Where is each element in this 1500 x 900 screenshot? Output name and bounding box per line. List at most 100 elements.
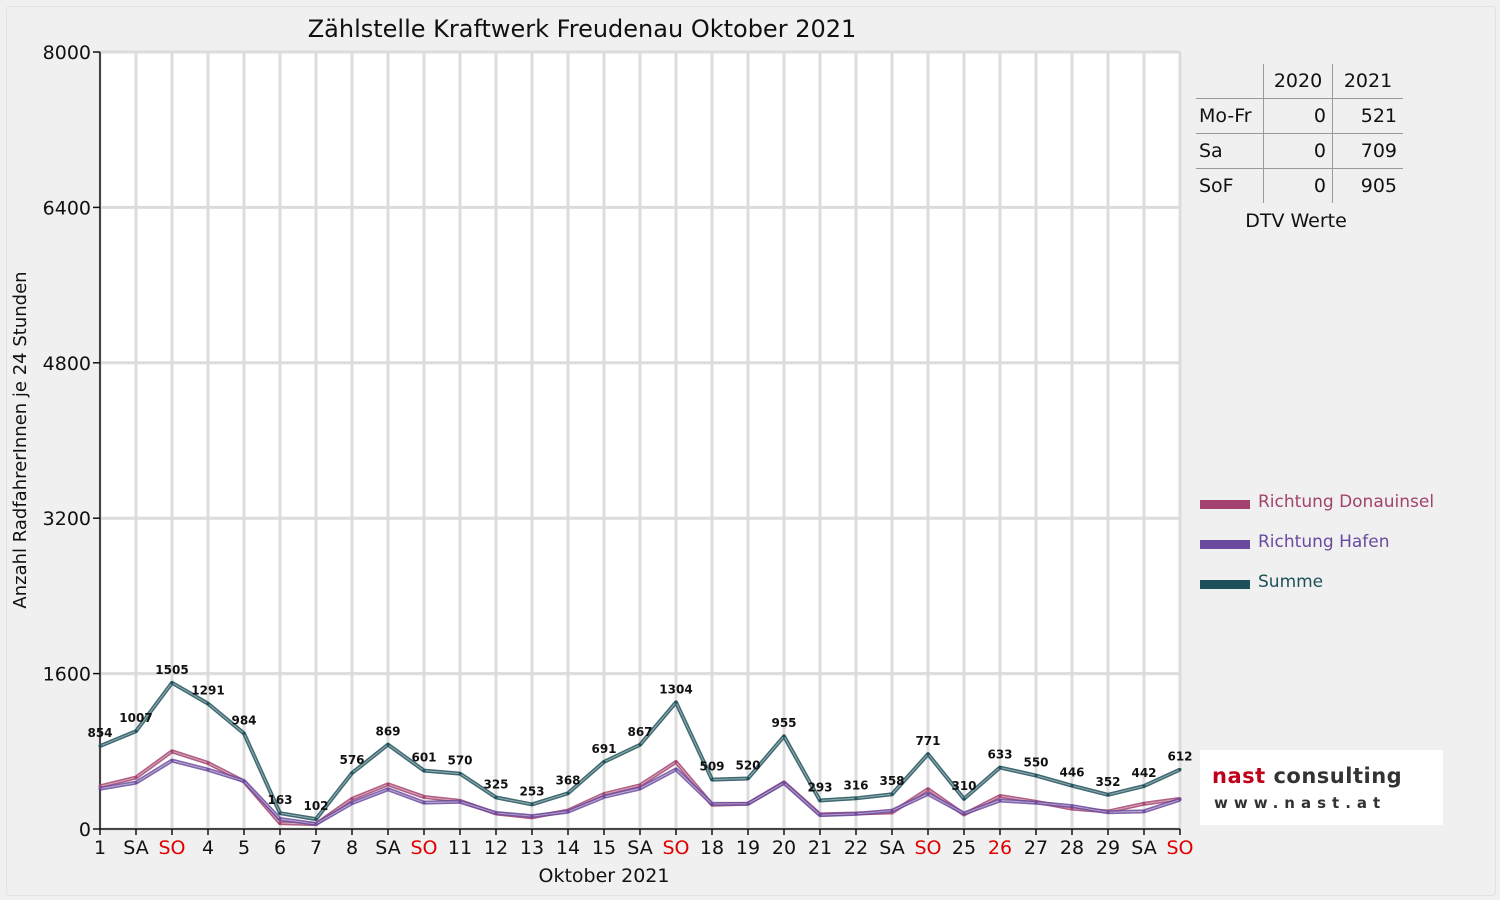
x-tick-label: SA — [123, 837, 148, 859]
series-point — [1178, 798, 1182, 802]
data-label: 601 — [411, 751, 436, 765]
series-point — [494, 795, 498, 799]
series-point — [530, 802, 534, 806]
series-point — [674, 700, 678, 704]
x-tick-label: SO — [1166, 837, 1193, 859]
x-tick-label: 22 — [844, 837, 868, 859]
dtv-value-2020: 0 — [1263, 133, 1333, 169]
series-point — [638, 786, 642, 790]
x-axis-title: Oktober 2021 — [539, 865, 670, 887]
dtv-header-2021: 2021 — [1332, 64, 1403, 99]
x-tick-label: 13 — [520, 837, 544, 859]
legend-item-hafen: Richtung Hafen — [1200, 532, 1434, 572]
data-label: 691 — [591, 742, 616, 756]
y-tick-label: 0 — [79, 819, 91, 841]
series-point — [1142, 802, 1146, 806]
series-point — [1106, 810, 1110, 814]
series-point — [278, 821, 282, 825]
series-point — [1034, 801, 1038, 805]
series-point — [206, 761, 210, 765]
x-tick-label: SA — [1131, 837, 1156, 859]
data-label: 520 — [735, 758, 760, 772]
series-point — [1106, 793, 1110, 797]
x-tick-label: 29 — [1096, 837, 1120, 859]
x-tick-label: 19 — [736, 837, 760, 859]
series-point — [998, 799, 1002, 803]
series-point — [314, 822, 318, 826]
legend-swatch — [1200, 540, 1250, 549]
series-point — [746, 802, 750, 806]
series-point — [998, 794, 1002, 798]
dtv-table: 2020 2021 Mo-Fr 0 521 Sa 0 709 SoF 0 905 — [1196, 64, 1403, 203]
nast-consulting-logo: nast consulting www.nast.at — [1200, 750, 1443, 825]
data-label: 1505 — [155, 663, 188, 677]
legend-label: Richtung Donauinsel — [1258, 492, 1435, 512]
x-tick-label: 12 — [484, 837, 508, 859]
dtv-caption: DTV Werte — [1245, 210, 1347, 232]
y-tick-label: 4800 — [43, 353, 91, 375]
dtv-header-blank — [1196, 64, 1264, 99]
series-point — [422, 769, 426, 773]
x-tick-label: SA — [627, 837, 652, 859]
series-point — [386, 787, 390, 791]
legend-item-summe: Summe — [1200, 572, 1434, 612]
series-point — [1070, 804, 1074, 808]
series-point — [818, 799, 822, 803]
x-tick-label: SO — [158, 837, 185, 859]
legend-item-donauinsel: Richtung Donauinsel — [1200, 492, 1434, 532]
series-point — [350, 797, 354, 801]
legend-swatch — [1200, 500, 1250, 509]
y-tick-label: 8000 — [43, 42, 91, 64]
logo-brand: nast — [1212, 764, 1266, 788]
dtv-row-label: Mo-Fr — [1196, 98, 1264, 134]
series-point — [134, 729, 138, 733]
data-label: 253 — [519, 784, 544, 798]
series-point — [782, 734, 786, 738]
data-label: 163 — [267, 793, 292, 807]
series-point — [674, 767, 678, 771]
x-tick-label: 15 — [592, 837, 616, 859]
data-label: 352 — [1095, 775, 1120, 789]
series-point — [854, 796, 858, 800]
series-point — [746, 776, 750, 780]
x-tick-label: SA — [879, 837, 904, 859]
data-label: 102 — [303, 799, 328, 813]
series-point — [134, 781, 138, 785]
dtv-row-label: Sa — [1196, 133, 1264, 169]
x-tick-label: 27 — [1024, 837, 1048, 859]
series-point — [962, 797, 966, 801]
x-tick-label: 28 — [1060, 837, 1084, 859]
dtv-row: Mo-Fr 0 521 — [1196, 98, 1403, 134]
x-tick-label: 25 — [952, 837, 976, 859]
plot-area: 0 1600 3200 4800 6400 8000 1 SA SO 4 5 6 7 8 SA SO 11 12 1… — [43, 42, 1194, 859]
x-tick-label: 18 — [700, 837, 724, 859]
legend-swatch — [1200, 580, 1250, 589]
series-point — [1142, 784, 1146, 788]
series-point — [638, 743, 642, 747]
dtv-value-2020: 0 — [1263, 98, 1333, 134]
dtv-row: Sa 0 709 — [1196, 133, 1403, 169]
y-tick-label: 6400 — [43, 197, 91, 219]
series-point — [710, 802, 714, 806]
x-tick-label: SA — [375, 837, 400, 859]
series-point — [890, 809, 894, 813]
x-tick-label: SO — [914, 837, 941, 859]
x-tick-label: 8 — [346, 837, 358, 859]
series-point — [926, 787, 930, 791]
series-point — [278, 817, 282, 821]
dtv-row-label: SoF — [1199, 175, 1234, 197]
dtv-header-2020: 2020 — [1263, 64, 1333, 99]
series-point — [458, 800, 462, 804]
y-tick-label: 3200 — [43, 508, 91, 530]
data-label: 1304 — [659, 682, 692, 696]
series-point — [1034, 774, 1038, 778]
y-axis-title: Anzahl RadfahrerInnen je 24 Stunden — [10, 271, 31, 608]
data-label: 771 — [915, 734, 940, 748]
data-label: 509 — [699, 760, 724, 774]
series-point — [890, 792, 894, 796]
data-label: 293 — [807, 781, 832, 795]
dtv-row: SoF 0 905 — [1196, 168, 1403, 203]
series-point — [386, 743, 390, 747]
x-tick-label: 5 — [238, 837, 250, 859]
series-point — [602, 795, 606, 799]
